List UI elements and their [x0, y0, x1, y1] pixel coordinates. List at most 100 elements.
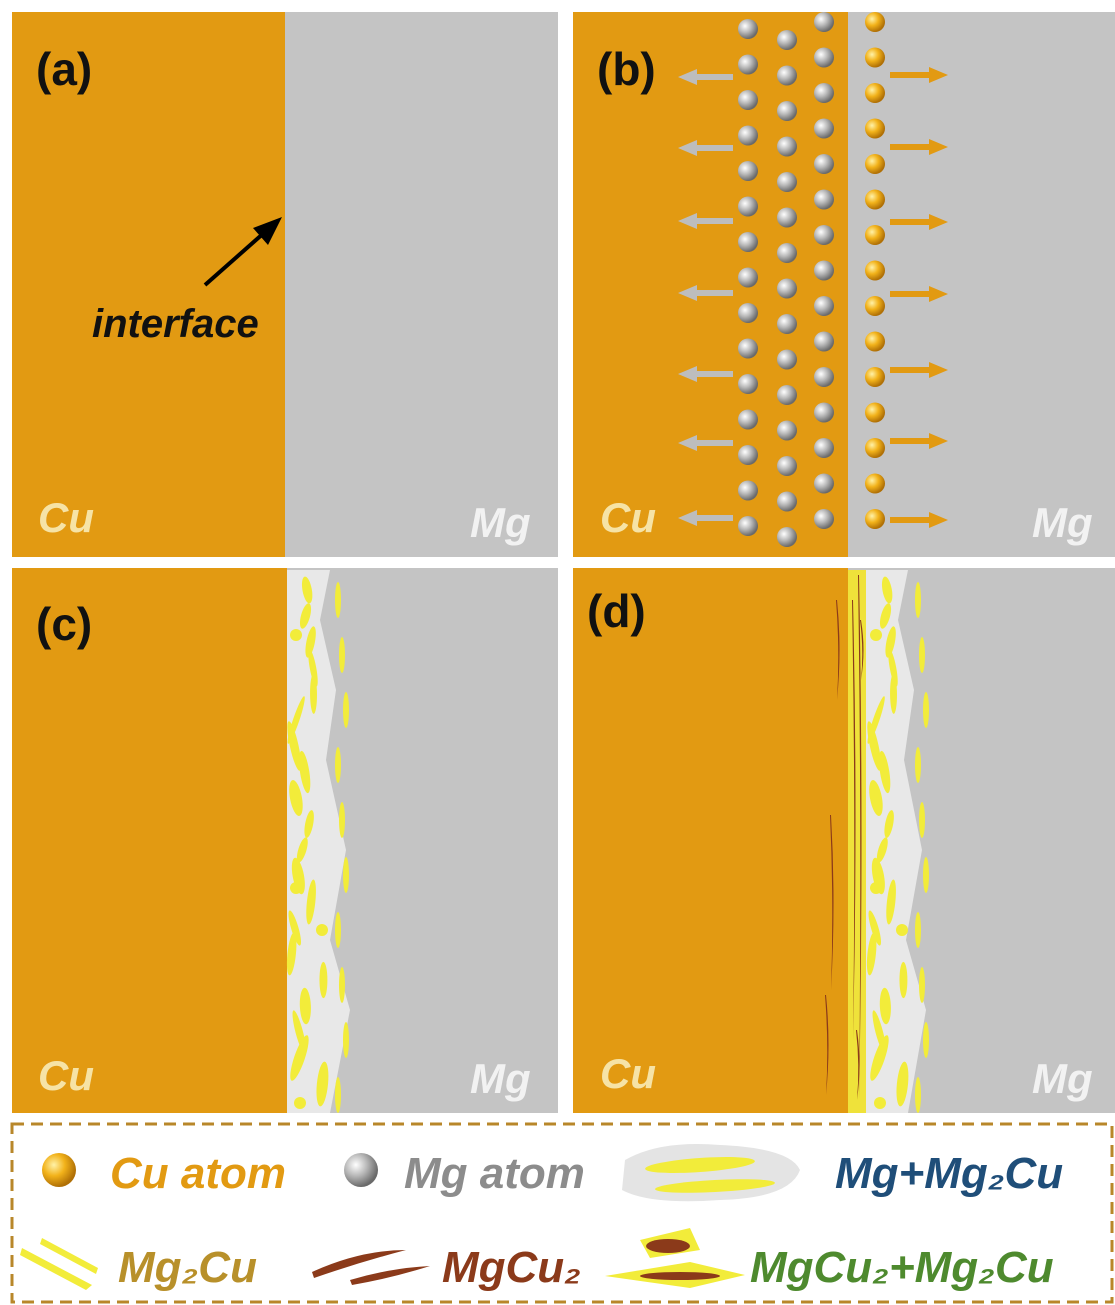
- annotation: interface: [92, 302, 259, 346]
- mg2cu-flake: [915, 582, 921, 618]
- mg-atom: [814, 48, 834, 68]
- cu-atom: [865, 332, 885, 352]
- mg-label: Mg: [470, 499, 531, 546]
- mg-atom: [777, 137, 797, 157]
- mg2cu-particle: [316, 924, 328, 936]
- mgcu2-icon: [350, 1266, 430, 1285]
- mg2cu-particle: [290, 629, 302, 641]
- mg-atom: [814, 474, 834, 494]
- panel-label: (d): [587, 585, 646, 637]
- mg-atom: [777, 101, 797, 121]
- mg2cu-flake: [339, 637, 345, 673]
- cu-label: Cu: [38, 494, 94, 541]
- cu-atom: [865, 119, 885, 139]
- mg-atom: [738, 19, 758, 39]
- mg-atom: [738, 126, 758, 146]
- mg2cu-flake: [919, 967, 925, 1003]
- cu-region: [573, 568, 848, 1113]
- mg-atom: [777, 66, 797, 86]
- cu-atom: [865, 438, 885, 458]
- mg-atom: [814, 296, 834, 316]
- mg-label: Mg: [1032, 1055, 1093, 1102]
- cu-atom: [865, 367, 885, 387]
- mg-atom: [738, 445, 758, 465]
- mg2cu-flake: [339, 967, 345, 1003]
- mg-atom: [738, 339, 758, 359]
- legend-label: Cu atom: [110, 1149, 286, 1198]
- legend-label: MgCu₂: [442, 1243, 581, 1292]
- mg-atom: [814, 367, 834, 387]
- mg2cu-flake: [919, 802, 925, 838]
- mg-atom: [814, 119, 834, 139]
- mg2cu-flake: [343, 692, 349, 728]
- mg2cu-flake: [335, 912, 341, 948]
- mg-atom: [738, 516, 758, 536]
- mg-atom: [777, 421, 797, 441]
- cu-atom: [865, 225, 885, 245]
- legend-label: MgCu₂+Mg₂Cu: [750, 1243, 1054, 1292]
- cu-atom: [865, 474, 885, 494]
- cu-atom: [865, 261, 885, 281]
- cu-atom: [865, 190, 885, 210]
- mixed-icon: [646, 1239, 690, 1253]
- mg-atom: [738, 55, 758, 75]
- mg2cu-particle: [290, 882, 302, 894]
- mg-atom: [738, 161, 758, 181]
- mg-atom: [777, 456, 797, 476]
- cu-atom: [865, 83, 885, 103]
- cu-label: Cu: [38, 1052, 94, 1099]
- cu-atom: [865, 403, 885, 423]
- mg-atom: [738, 481, 758, 501]
- mg-atom: [814, 261, 834, 281]
- mg2cu-flake: [335, 582, 341, 618]
- mg-atom: [777, 172, 797, 192]
- cu-atom: [865, 12, 885, 32]
- mg-atom: [738, 197, 758, 217]
- mg-atom: [814, 509, 834, 529]
- mg-atom: [738, 232, 758, 252]
- mg-mg2cu-icon: [622, 1144, 800, 1201]
- cu-atom-icon: [42, 1153, 76, 1187]
- mg2cu-particle: [896, 924, 908, 936]
- mg-atom: [814, 83, 834, 103]
- mg2cu-particle: [874, 1097, 886, 1109]
- mg-region: [285, 12, 558, 557]
- mg-atom: [814, 12, 834, 32]
- mg2cu-flake: [343, 857, 349, 893]
- mg-atom: [777, 279, 797, 299]
- mg-atom: [814, 438, 834, 458]
- mg2cu-flake: [335, 1077, 341, 1113]
- mg-atom: [738, 268, 758, 288]
- mg-atom: [738, 374, 758, 394]
- legend-label: Mg atom: [404, 1149, 585, 1198]
- legend-label: Mg+Mg₂Cu: [835, 1149, 1063, 1198]
- mg-atom: [814, 154, 834, 174]
- mg-atom: [777, 385, 797, 405]
- mg-atom: [738, 90, 758, 110]
- cu-atom: [865, 296, 885, 316]
- mg-atom: [814, 225, 834, 245]
- legend-label: Mg₂Cu: [118, 1243, 257, 1292]
- cu-atom: [865, 509, 885, 529]
- mg2cu-flake: [339, 802, 345, 838]
- mg-region: [848, 12, 1115, 557]
- mg-atom: [814, 332, 834, 352]
- panel-label: (c): [36, 598, 92, 650]
- mg2cu-particle: [870, 629, 882, 641]
- mg-atom: [814, 403, 834, 423]
- mg2cu-particle: [294, 1097, 306, 1109]
- mg-atom: [814, 190, 834, 210]
- mg2cu-flake: [923, 857, 929, 893]
- mg2cu-flake: [919, 637, 925, 673]
- mg-atom: [777, 314, 797, 334]
- mg2cu-flake: [923, 1022, 929, 1058]
- cu-label: Cu: [600, 1050, 656, 1097]
- mg2cu-flake: [915, 1077, 921, 1113]
- mixed-icon: [640, 1272, 720, 1280]
- cu-label: Cu: [600, 494, 656, 541]
- mg2cu-flake: [923, 692, 929, 728]
- mg-atom-icon: [344, 1153, 378, 1187]
- mg-atom: [777, 350, 797, 370]
- figure: (a) Cu Mg interface (b) Cu Mg (c) Cu Mg …: [0, 0, 1115, 1305]
- mg-label: Mg: [1032, 499, 1093, 546]
